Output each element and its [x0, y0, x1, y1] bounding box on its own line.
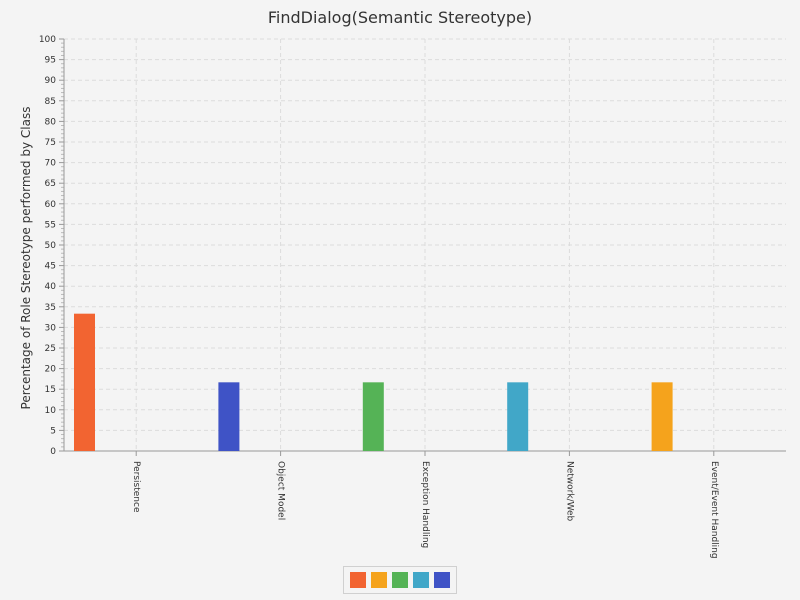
y-tick-label: 15 — [45, 385, 56, 395]
chart-legend[interactable] — [343, 566, 457, 594]
y-tick-label: 25 — [45, 344, 56, 354]
bar[interactable] — [218, 382, 240, 451]
y-tick-label: 90 — [45, 76, 57, 86]
grid-layer — [64, 38, 786, 451]
y-tick-label: 20 — [45, 365, 57, 375]
legend-swatch[interactable] — [434, 572, 450, 588]
legend-swatch[interactable] — [350, 572, 366, 588]
y-tick-label: 40 — [45, 282, 57, 292]
y-tick-label: 60 — [45, 200, 57, 210]
chart-title: FindDialog(Semantic Stereotype) — [267, 8, 533, 27]
category-label: Network/Web — [564, 461, 574, 522]
y-tick-label: 30 — [45, 323, 57, 333]
y-tick-label: 45 — [45, 262, 56, 272]
y-tick-label: 70 — [45, 159, 57, 169]
bar[interactable] — [651, 382, 673, 451]
y-tick-label: 5 — [50, 426, 56, 436]
legend-swatch[interactable] — [413, 572, 429, 588]
category-label: Object Model — [276, 461, 286, 520]
y-tick-label: 85 — [45, 97, 56, 107]
bar-layer — [74, 313, 673, 451]
bar[interactable] — [74, 313, 95, 451]
bar[interactable] — [362, 382, 384, 451]
y-tick-label: 65 — [45, 179, 56, 189]
bar[interactable] — [507, 382, 529, 451]
y-tick-label: 0 — [50, 447, 56, 457]
y-axis-title: Percentage of Role Stereotype performed … — [19, 107, 33, 410]
y-tick-label: 10 — [45, 406, 57, 416]
legend-swatch[interactable] — [392, 572, 408, 588]
y-tick-label: 75 — [45, 138, 56, 148]
y-tick-label: 55 — [45, 220, 56, 230]
y-tick-label: 100 — [39, 35, 56, 45]
axis-layer — [59, 38, 786, 456]
y-tick-label: 35 — [45, 303, 56, 313]
legend-swatch[interactable] — [371, 572, 387, 588]
category-label: Event/Event Handling — [709, 461, 719, 559]
label-layer: 0 5 10 15 20 25 30 35 40 45 50 55 60 65 70 75 80 85 90 95 10… — [39, 35, 719, 559]
y-tick-label: 50 — [45, 241, 57, 251]
y-tick-label: 80 — [45, 117, 57, 127]
category-label: Exception Handling — [420, 461, 430, 548]
category-label: Persistence — [131, 461, 141, 513]
y-tick-label: 95 — [45, 56, 56, 66]
